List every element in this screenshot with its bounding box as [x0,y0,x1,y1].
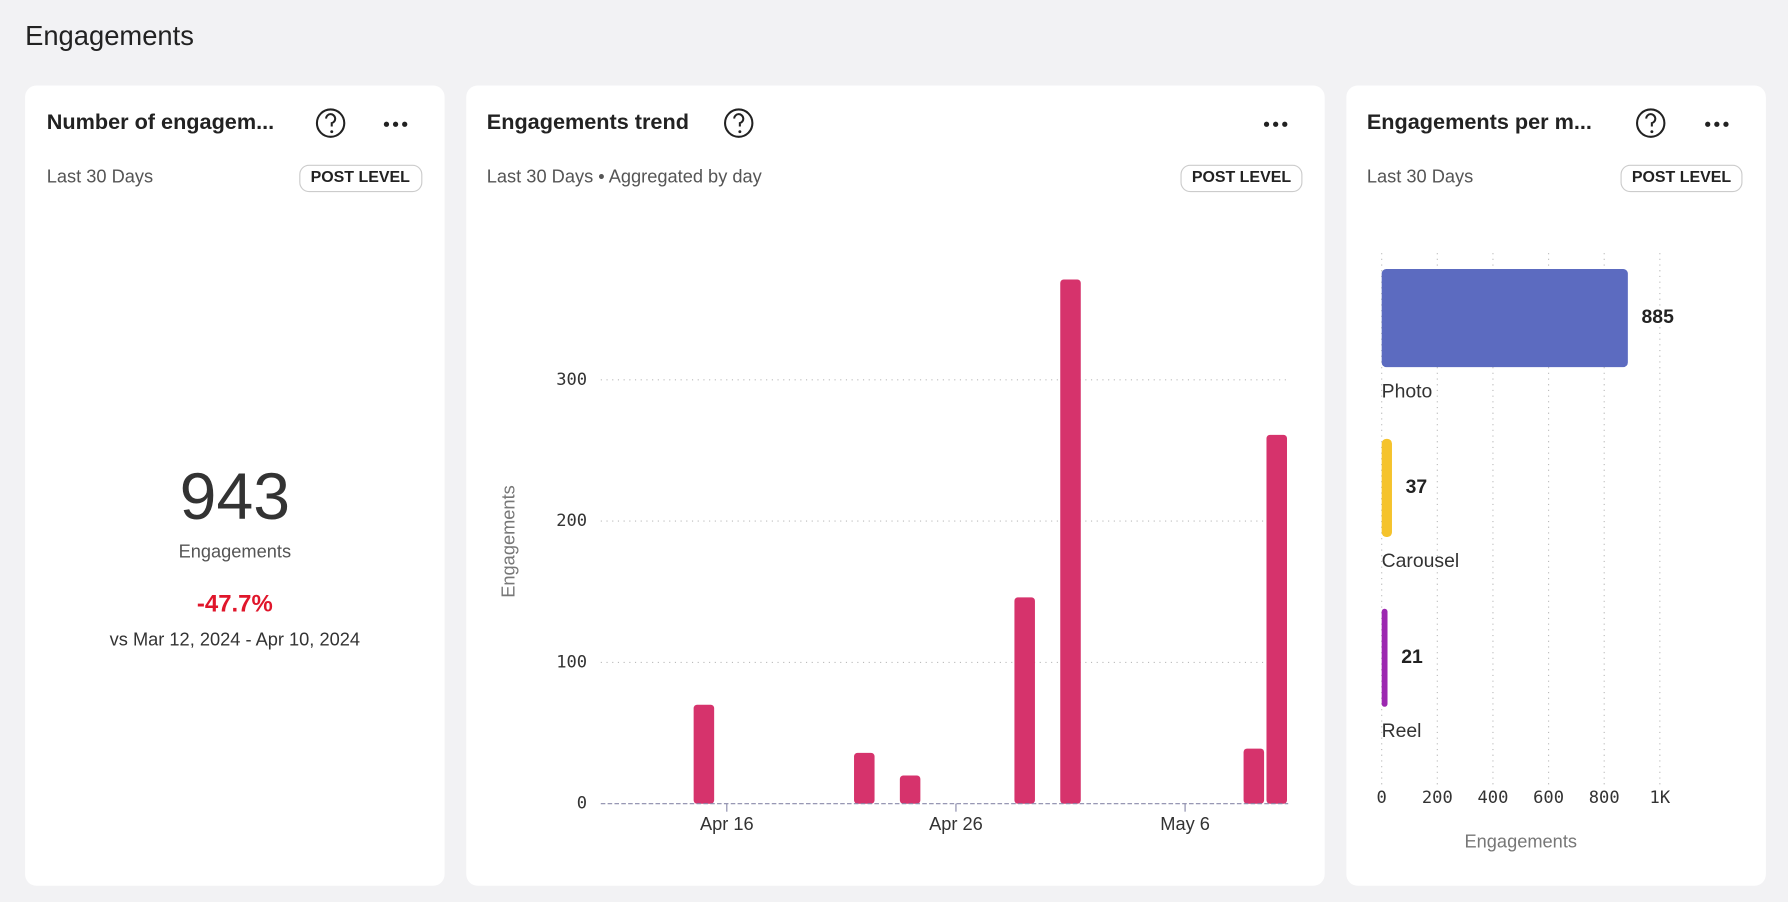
x-tick-label: 600 [1533,788,1564,808]
more-menu[interactable] [383,121,408,127]
x-tick-label: May 6 [1160,813,1210,834]
badge [299,164,423,193]
card [25,85,445,886]
bar [899,775,921,804]
x-axis-label: Engagements [1464,830,1577,851]
y-tick-label: 100 [556,652,587,672]
value-label: 37 [1406,476,1428,498]
bar [854,752,875,804]
badge-text: POST LEVEL [1192,169,1292,186]
bar [1060,279,1081,804]
x-tick-label: 400 [1478,788,1509,808]
badge [1620,164,1743,193]
category-label: Reel [1382,720,1422,742]
bar [1381,608,1388,707]
x-tick-label: 800 [1589,788,1620,808]
badge-text: POST LEVEL [1632,169,1732,186]
bar [1266,434,1288,804]
card-subtitle: Last 30 Days [1367,166,1473,187]
kpi-label: Engagements [179,541,292,562]
bar [1014,597,1035,804]
x-tick-label: 1K [1650,788,1671,808]
card-subtitle: Last 30 Days [47,166,153,187]
kpi-change: -47.7% [197,591,273,618]
bar [1243,748,1265,804]
value-label: 885 [1642,306,1675,328]
bar [693,704,715,804]
x-tick-label: 200 [1422,788,1453,808]
x-tick-label: 0 [1377,788,1387,808]
card-title: Number of engagem... [47,109,274,134]
y-tick-label: 0 [577,794,587,814]
badge-text: POST LEVEL [311,169,411,186]
y-axis-label: Engagements [497,485,518,598]
card [466,85,1325,886]
x-tick-label: Apr 26 [929,813,983,834]
card-title: Engagements per m... [1367,109,1592,134]
card-subtitle: Last 30 Days • Aggregated by day [487,166,763,187]
page-title: Engagements [25,20,194,51]
x-tick-label: Apr 16 [700,813,754,834]
bar [1381,438,1392,537]
more-menu[interactable] [1705,121,1729,127]
y-tick-label: 200 [556,511,587,531]
value-label: 21 [1401,646,1423,668]
category-label: Carousel [1382,550,1459,572]
more-menu[interactable] [1263,121,1288,127]
y-tick-label: 300 [556,370,587,390]
kpi-comparison: vs Mar 12, 2024 - Apr 10, 2024 [110,628,360,649]
card-title: Engagements trend [487,109,689,134]
help-icon[interactable] [315,108,346,138]
help-icon[interactable] [1636,108,1666,138]
help-icon[interactable] [724,108,754,138]
help-glyph [325,113,1657,127]
badge [1180,164,1303,193]
category-label: Photo [1382,380,1433,402]
kpi-value: 943 [180,460,290,534]
bar [1381,269,1628,368]
